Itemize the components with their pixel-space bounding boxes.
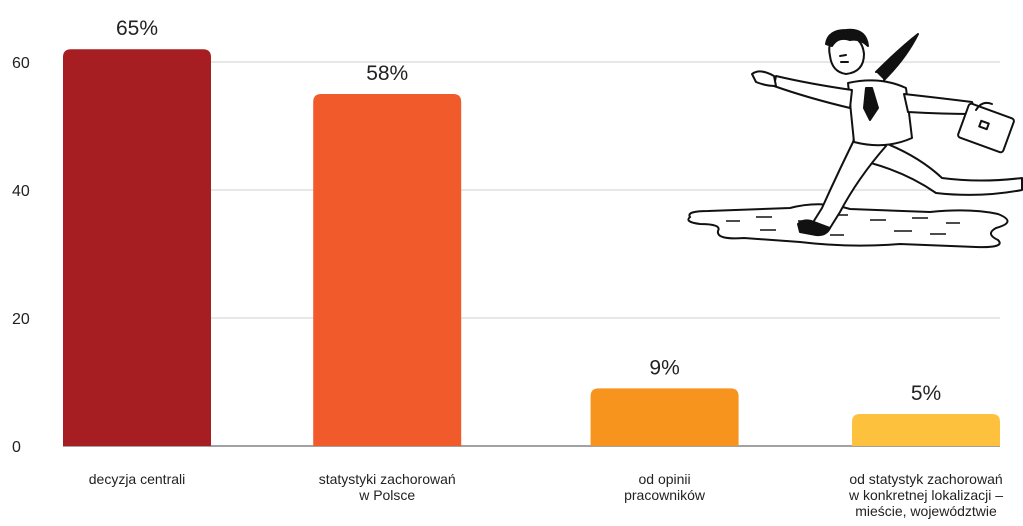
- category-label: mieście, województwie: [855, 503, 997, 519]
- category-label: statystyki zachorowań: [319, 471, 456, 487]
- bar-data-label: 5%: [911, 382, 941, 405]
- bar: [63, 49, 211, 446]
- bar-data-label: 58%: [366, 62, 408, 85]
- category-label: w konkretnej lokalizacji –: [848, 487, 1003, 503]
- running-businessman-puddle-icon: [687, 28, 1023, 249]
- y-tick-label: 40: [12, 183, 30, 200]
- bar: [852, 414, 1000, 446]
- y-tick-label: 60: [12, 55, 30, 72]
- category-label: pracowników: [624, 487, 706, 503]
- category-label: od opinii: [639, 471, 691, 487]
- category-label: decyzja centrali: [89, 471, 186, 487]
- category-label: od statystyk zachorowań: [849, 471, 1002, 487]
- bar: [313, 94, 462, 446]
- bar-data-label: 9%: [649, 356, 679, 379]
- y-tick-label: 20: [12, 311, 30, 328]
- bar-data-label: 65%: [116, 17, 158, 40]
- category-label: w Polsce: [358, 487, 415, 503]
- bar: [590, 388, 739, 446]
- y-tick-label: 0: [12, 439, 21, 456]
